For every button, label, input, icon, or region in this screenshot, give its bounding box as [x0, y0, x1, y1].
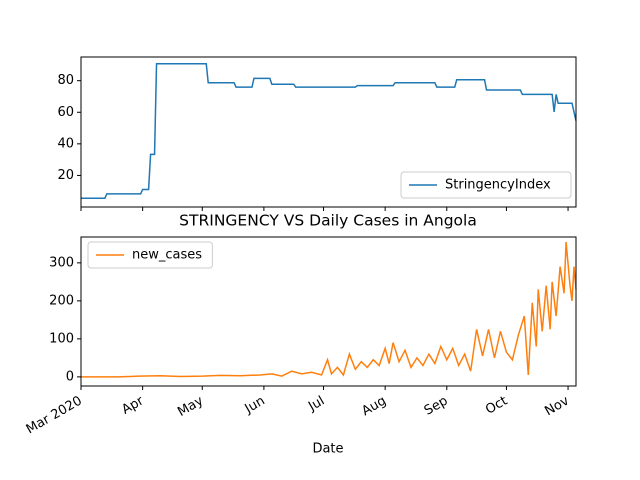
y-tick-label: 20: [57, 168, 74, 183]
x-tick-label: Jun: [242, 394, 268, 418]
x-tick-label: May: [175, 393, 206, 420]
x-tick-label: Mar 2020: [24, 394, 85, 438]
x-tick-label: Jul: [305, 394, 327, 415]
y-tick-label: 100: [49, 331, 74, 346]
y-tick-label: 0: [66, 369, 74, 384]
y-tick-label: 200: [49, 293, 74, 308]
x-axis-label: Date: [312, 442, 343, 457]
y-tick-label: 60: [57, 105, 74, 120]
y-tick-label: 40: [57, 136, 74, 151]
line-series: [81, 241, 577, 378]
x-tick-label: Aug: [359, 394, 388, 420]
plot-frame: [80, 56, 577, 208]
x-tick-label: Apr: [119, 393, 147, 418]
x-tick-label: Sep: [422, 394, 451, 419]
line-series: [81, 62, 577, 199]
legend-box: [87, 241, 213, 269]
y-tick-label: 300: [49, 255, 74, 270]
legend-label: new_cases: [132, 248, 202, 263]
chart-title: STRINGENCY VS Daily Cases in Angola: [179, 212, 477, 230]
x-tick-label: Oct: [483, 394, 510, 418]
legend-box: [400, 171, 572, 199]
plot-frame: [80, 236, 577, 387]
y-tick-label: 80: [57, 73, 74, 88]
legend-label: StringencyIndex: [445, 178, 551, 193]
x-tick-label: Nov: [542, 393, 572, 419]
